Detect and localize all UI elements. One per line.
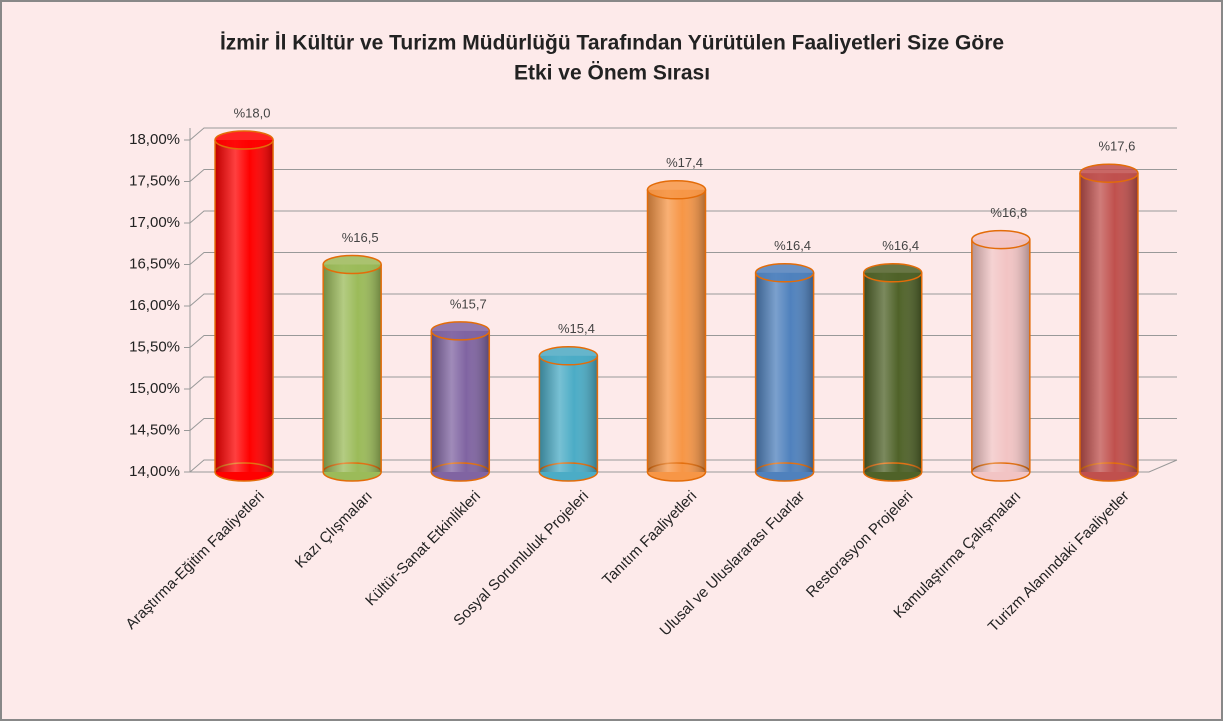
bar-shade [431, 330, 490, 472]
bar [1079, 163, 1139, 482]
bar [971, 229, 1031, 482]
value-label: %16,4 [774, 238, 811, 253]
bar [862, 263, 923, 482]
value-label: %15,7 [450, 296, 487, 311]
bar-shade [215, 140, 274, 472]
y-tick-label: 17,50% [129, 172, 180, 189]
y-tick-label: 16,00% [129, 297, 180, 314]
value-label: %16,5 [342, 230, 379, 245]
bar [538, 346, 599, 482]
value-label: %15,4 [558, 321, 595, 336]
value-label: %17,6 [1099, 139, 1136, 154]
bar-top [646, 180, 707, 200]
y-tick-label: 18,00% [129, 131, 180, 148]
bar-top [1079, 163, 1139, 183]
value-label: %18,0 [234, 105, 271, 120]
bar-top [754, 263, 815, 283]
y-tick-label: 14,00% [129, 463, 180, 480]
bar-shade [971, 239, 1030, 472]
bar-top [214, 130, 274, 150]
y-tick-label: 16,50% [129, 255, 180, 272]
bar-shade [323, 264, 382, 472]
bar-shade [1079, 173, 1138, 472]
chart-title: Etki ve Önem Sırası [514, 62, 710, 85]
value-label: %16,4 [882, 238, 919, 253]
x-axis [190, 459, 1178, 473]
y-tick-label: 14,50% [129, 421, 180, 438]
grid-line [184, 127, 1177, 141]
bar-top [322, 254, 382, 275]
y-tick-label: 15,50% [129, 338, 180, 355]
y-tick-label: 15,00% [129, 380, 180, 397]
bar [430, 321, 491, 482]
bar-top [971, 229, 1031, 250]
value-label: %16,8 [990, 205, 1027, 220]
bar-top [430, 321, 491, 341]
bar [322, 254, 382, 482]
bar [214, 130, 274, 482]
bar-shade [539, 355, 598, 472]
chart-title: İzmir İl Kültür ve Turizm Müdürlüğü Tara… [220, 32, 1004, 55]
bar [646, 180, 707, 482]
bar-top [538, 346, 599, 366]
y-tick-label: 17,00% [129, 214, 180, 231]
bar-top [862, 263, 923, 283]
bar-shade [863, 272, 922, 472]
value-label: %17,4 [666, 155, 703, 170]
bar-shade [755, 272, 814, 472]
grid-line [184, 169, 1177, 182]
bar [754, 263, 815, 482]
bar-shade [647, 189, 706, 473]
